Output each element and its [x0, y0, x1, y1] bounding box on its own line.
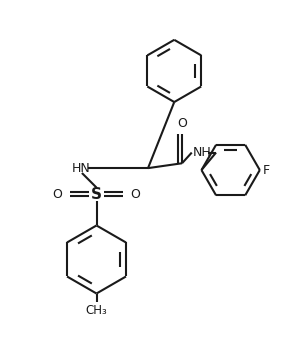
Text: O: O: [130, 188, 140, 201]
Text: CH₃: CH₃: [86, 304, 108, 316]
Text: O: O: [53, 188, 62, 201]
Text: NH: NH: [193, 146, 211, 159]
Text: HN: HN: [72, 161, 91, 175]
Text: F: F: [263, 164, 270, 177]
Text: O: O: [177, 117, 187, 130]
Text: S: S: [91, 187, 102, 202]
